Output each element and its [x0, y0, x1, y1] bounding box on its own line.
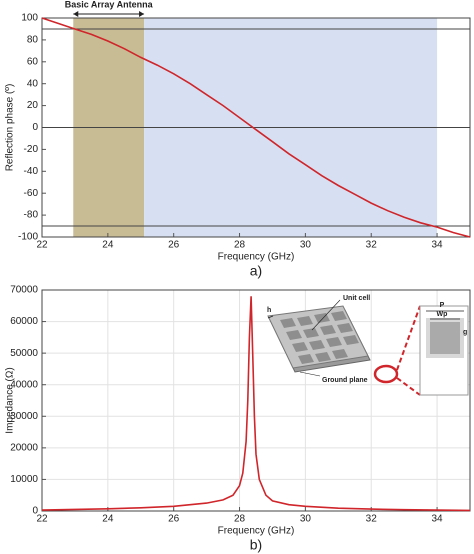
y-tick-label: 50000 [10, 348, 38, 359]
y-tick-label: 10000 [10, 474, 38, 485]
inset-label: Unit cell [343, 295, 370, 302]
y-tick-label: -80 [24, 210, 39, 221]
x-tick-label: 22 [36, 240, 48, 251]
y-tick-label: 0 [32, 506, 38, 517]
x-tick-label: 32 [366, 514, 378, 525]
x-tick-label: 34 [432, 240, 444, 251]
x-tick-label: 24 [102, 514, 114, 525]
annotation: Basic Array Antenna [65, 0, 154, 9]
zoom-line [396, 377, 421, 396]
caption: b) [250, 537, 262, 553]
unit-cell-patch [430, 322, 460, 354]
x-tick-label: 26 [168, 514, 180, 525]
x-axis-label: Frequency (GHz) [218, 526, 295, 537]
zoom-line [396, 305, 421, 371]
inset-diagram: Unit cell Ground plane h P Wp g [267, 295, 469, 396]
y-tick-label: 60000 [10, 316, 38, 327]
y-tick-label: -40 [24, 166, 39, 177]
y-tick-label: -20 [24, 144, 39, 155]
y-axis-label: Reflection phase (º) [5, 84, 16, 172]
y-tick-label: 0 [32, 122, 38, 133]
inset-label: Wp [437, 311, 448, 318]
y-tick-label: -60 [24, 188, 39, 199]
y-tick-label: 70000 [10, 285, 38, 296]
y-tick-label: 20000 [10, 442, 38, 453]
data-line [41, 17, 471, 238]
leader-line [311, 299, 341, 331]
y-tick-label: 100 [21, 13, 38, 24]
x-tick-label: 28 [234, 240, 246, 251]
leader-line [299, 371, 321, 377]
inset-label: h [267, 307, 271, 314]
y-tick-label: 30000 [10, 411, 38, 422]
x-tick-label: 22 [36, 514, 48, 525]
data-line [41, 296, 471, 512]
inset-label: P [440, 302, 445, 309]
dimension-line [267, 315, 274, 319]
x-axis-label: Frequency (GHz) [218, 252, 295, 263]
x-tick-label: 34 [432, 514, 444, 525]
y-tick-label: 60 [27, 56, 39, 67]
inset-label: g [463, 329, 467, 336]
x-tick-label: 30 [300, 240, 312, 251]
x-tick-label: 26 [168, 240, 180, 251]
inset-label: Ground plane [322, 377, 368, 384]
x-tick-label: 24 [102, 240, 114, 251]
patches [280, 311, 359, 364]
plot-frame [41, 17, 471, 238]
highlight-ellipse [373, 364, 399, 384]
y-tick-label: -100 [18, 232, 38, 243]
y-tick-label: 40 [27, 78, 39, 89]
plot-frame [41, 289, 471, 512]
y-tick-label: 20 [27, 100, 39, 111]
x-tick-label: 30 [300, 514, 312, 525]
y-tick-label: 80 [27, 35, 39, 46]
x-tick-label: 28 [234, 514, 246, 525]
caption: a) [250, 263, 262, 279]
x-tick-label: 32 [366, 240, 378, 251]
y-axis-label: Impedance (Ω) [5, 367, 16, 433]
y-tick-label: 40000 [10, 379, 38, 390]
